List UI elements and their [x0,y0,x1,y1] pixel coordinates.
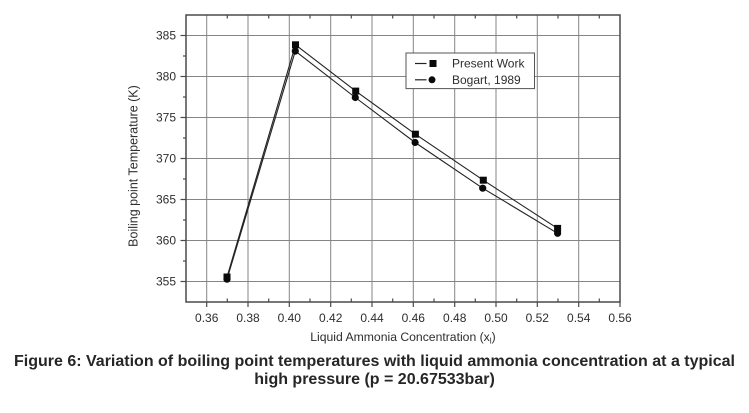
svg-text:Present Work: Present Work [452,57,525,71]
svg-text:355: 355 [156,275,176,289]
svg-text:365: 365 [156,193,176,207]
svg-text:370: 370 [156,152,176,166]
svg-text:Boiling point Temperature (K): Boiling point Temperature (K) [126,85,140,247]
svg-text:380: 380 [156,70,176,84]
svg-text:0.44: 0.44 [360,311,384,325]
svg-text:375: 375 [156,111,176,125]
svg-text:Bogart, 1989: Bogart, 1989 [452,73,521,87]
svg-text:360: 360 [156,234,176,248]
svg-text:0.36: 0.36 [195,311,219,325]
svg-text:0.46: 0.46 [402,311,426,325]
svg-text:0.40: 0.40 [278,311,302,325]
svg-text:Liquid Ammonia Concentration (: Liquid Ammonia Concentration (xl) [310,330,495,346]
svg-text:0.48: 0.48 [443,311,467,325]
svg-text:0.52: 0.52 [526,311,550,325]
svg-text:0.54: 0.54 [567,311,591,325]
svg-text:385: 385 [156,29,176,43]
svg-text:0.56: 0.56 [608,311,632,325]
svg-text:0.50: 0.50 [484,311,508,325]
svg-text:0.42: 0.42 [319,311,343,325]
svg-text:0.38: 0.38 [236,311,260,325]
